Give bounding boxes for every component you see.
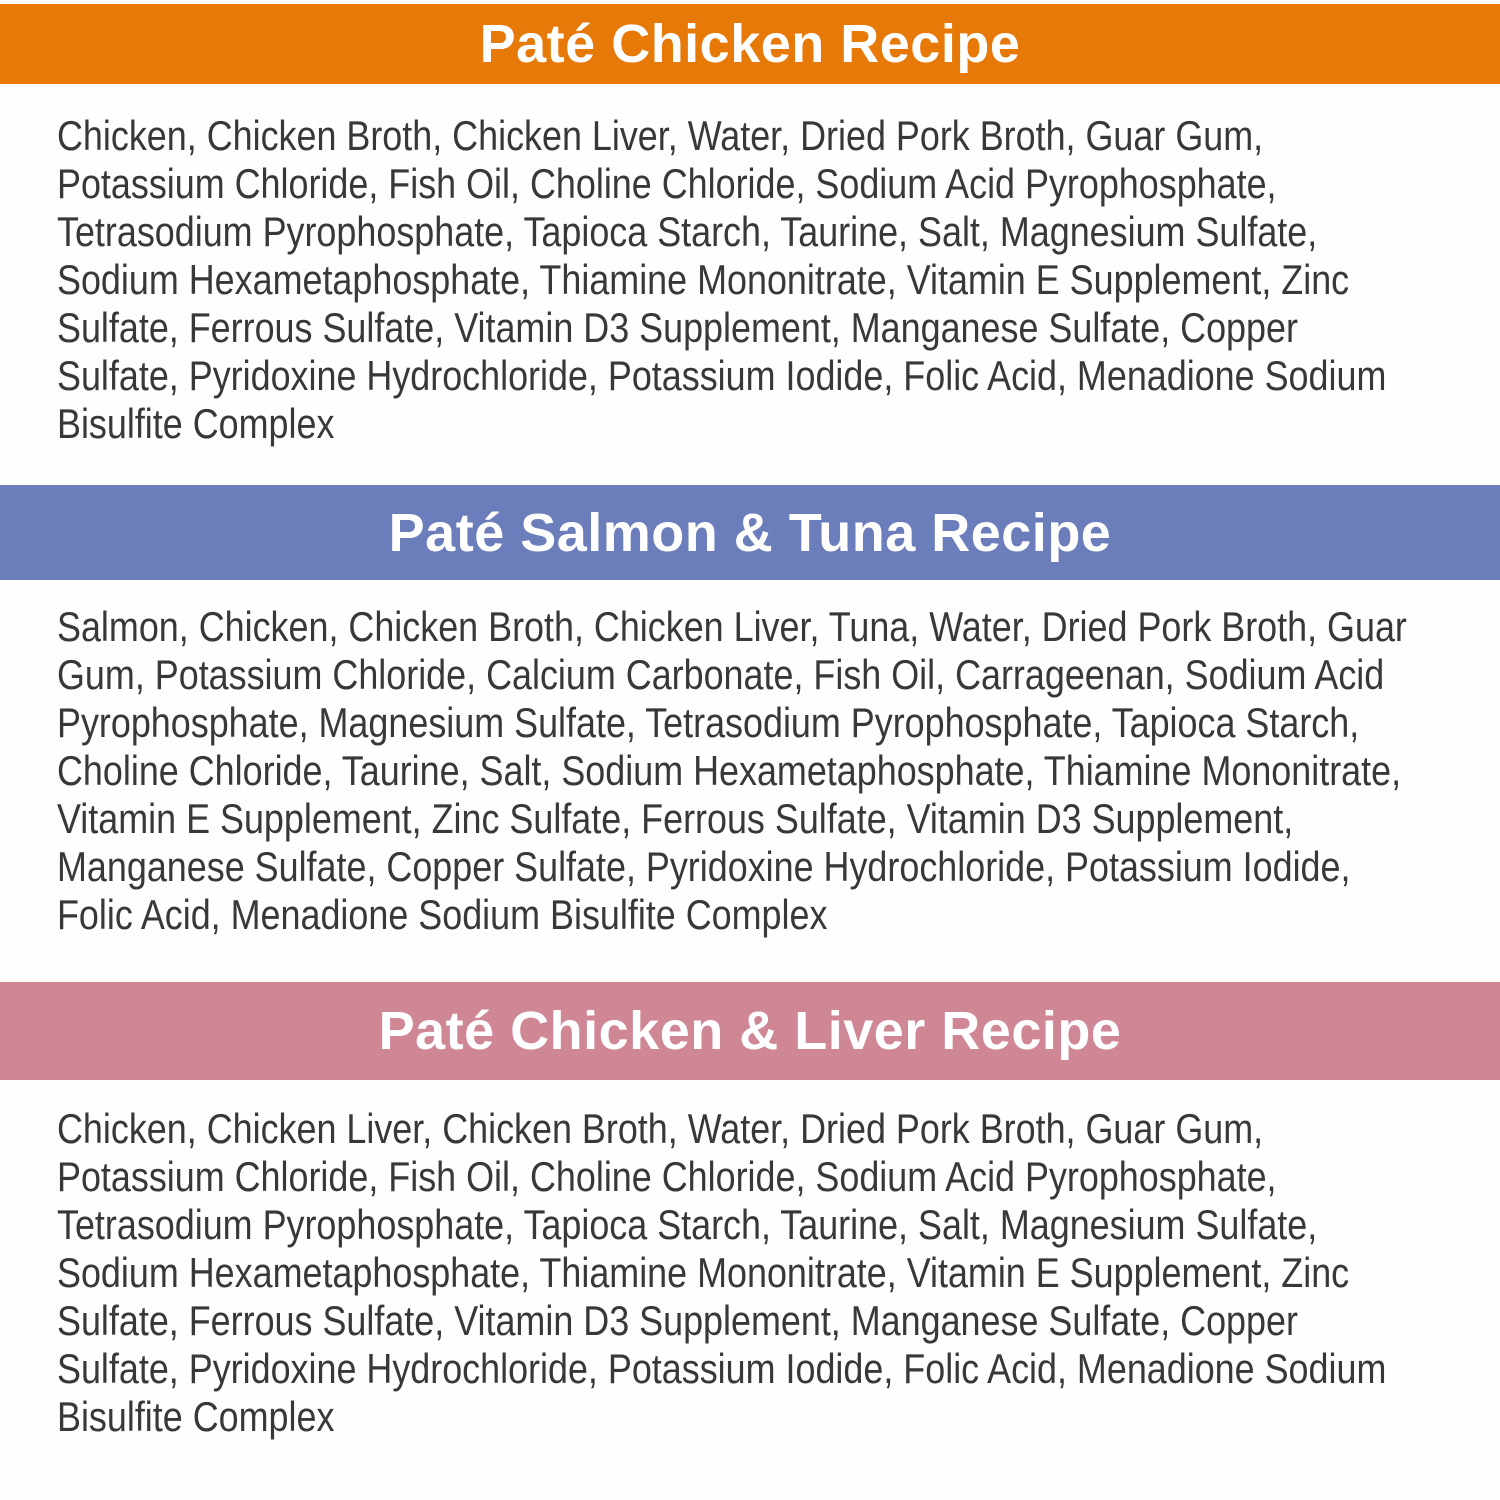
recipe-title-chicken: Paté Chicken Recipe [479, 14, 1021, 74]
recipe-title-salmon-tuna: Paté Salmon & Tuna Recipe [388, 502, 1112, 563]
ingredients-list-chicken: Chicken, Chicken Broth, Chicken Liver, W… [57, 112, 1387, 447]
recipe-title-chicken-liver: Paté Chicken & Liver Recipe [378, 1001, 1122, 1061]
recipe-header-salmon-tuna: Paté Salmon & Tuna Recipe [0, 485, 1500, 580]
ingredients-list-chicken-liver: Chicken, Chicken Liver, Chicken Broth, W… [57, 1105, 1387, 1440]
recipe-header-chicken: Paté Chicken Recipe [0, 4, 1500, 84]
ingredients-list-salmon-tuna: Salmon, Chicken, Chicken Broth, Chicken … [57, 603, 1407, 938]
recipe-header-chicken-liver: Paté Chicken & Liver Recipe [0, 982, 1500, 1080]
